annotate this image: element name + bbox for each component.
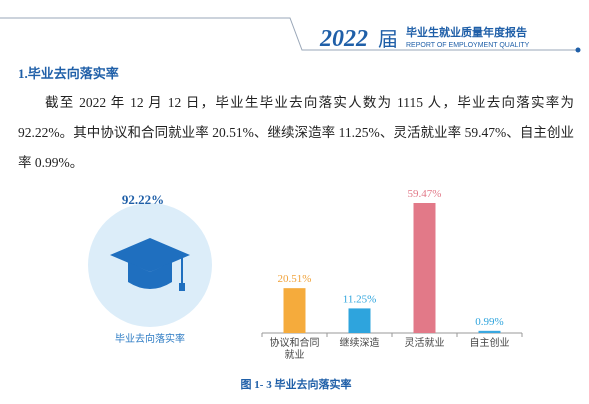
section-heading: 1.毕业去向落实率 [18, 66, 119, 81]
category-label: 协议和合同就业 [269, 338, 320, 361]
grad-cap-icon [110, 238, 190, 291]
bar [348, 308, 371, 333]
value-label: 20.51% [278, 273, 312, 285]
header-subtitle: REPORT OF EMPLOYMENT QUALITY [406, 42, 530, 49]
header-rule [0, 17, 578, 51]
value-label: 0.99% [475, 316, 503, 328]
category-label: 继续深造 [339, 338, 380, 349]
value-label: 59.47% [408, 188, 442, 200]
category-label: 自主创业 [469, 338, 510, 349]
bar [478, 330, 501, 333]
header-title: 毕业生就业质量年度报告 [406, 25, 527, 39]
highlight-label: 毕业去向落实率 [115, 332, 185, 345]
figure-caption: 图 1- 3 毕业去向落实率 [241, 377, 352, 391]
header-dot [575, 47, 581, 53]
category-label: 灵活就业 [404, 338, 445, 349]
highlight-value: 92.22% [122, 192, 164, 207]
bar [283, 288, 306, 333]
paragraph: 截至 2022 年 12 月 12 日，毕业生毕业去向落实人数为 1115 人，… [18, 95, 574, 170]
value-label: 11.25% [343, 293, 377, 305]
header-suffix: 届 [378, 29, 398, 51]
header-year: 2022 [319, 26, 368, 52]
bar [413, 203, 436, 333]
